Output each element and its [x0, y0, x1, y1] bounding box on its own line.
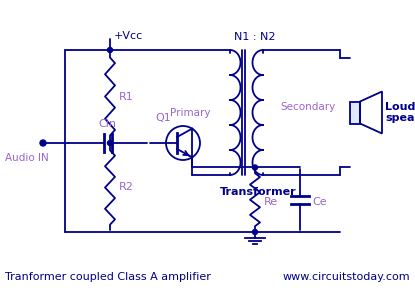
Circle shape: [252, 165, 257, 170]
Circle shape: [107, 140, 112, 145]
Text: Re: Re: [264, 197, 278, 207]
Text: R1: R1: [119, 91, 134, 102]
Text: Primary: Primary: [169, 107, 210, 117]
Text: Tranformer coupled Class A amplifier: Tranformer coupled Class A amplifier: [5, 272, 211, 282]
Text: Ce: Ce: [312, 197, 327, 207]
Text: Transformer: Transformer: [220, 187, 296, 197]
Circle shape: [252, 230, 257, 234]
Text: Q1: Q1: [155, 113, 171, 123]
Circle shape: [40, 140, 46, 146]
Text: +Vcc: +Vcc: [114, 31, 143, 41]
Text: N1 : N2: N1 : N2: [234, 32, 275, 42]
Text: Loud
speaker: Loud speaker: [385, 102, 415, 123]
Text: www.circuitstoday.com: www.circuitstoday.com: [282, 272, 410, 282]
Bar: [350, 102, 360, 124]
Circle shape: [107, 48, 112, 53]
Text: R2: R2: [119, 182, 134, 192]
Text: Secondary: Secondary: [281, 102, 336, 112]
Text: Audio IN: Audio IN: [5, 153, 49, 163]
Text: Cin: Cin: [98, 119, 117, 129]
